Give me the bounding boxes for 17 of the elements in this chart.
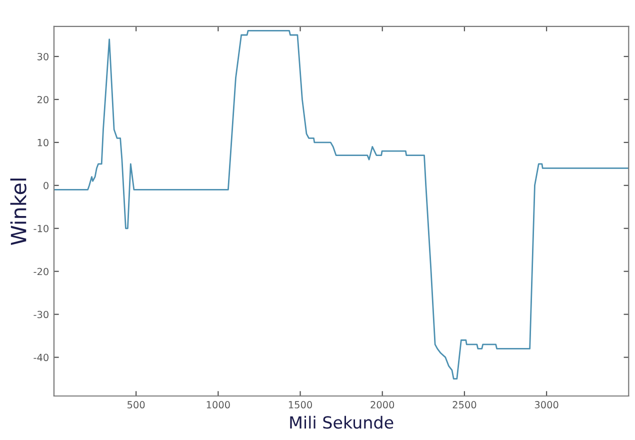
x-tick-label: 1000 <box>206 401 230 408</box>
y-tick-label: 30 <box>37 52 48 60</box>
y-tick-label: -40 <box>34 354 48 362</box>
y-tick-label: -10 <box>34 224 48 232</box>
y-tick-label: 10 <box>38 138 48 146</box>
x-tick-label: 3000 <box>534 401 558 408</box>
x-tick-label: 1500 <box>288 401 312 408</box>
x-axis-title: Mili Sekunde <box>290 416 394 429</box>
x-tick-label: 500 <box>128 401 145 408</box>
y-tick-label: -30 <box>34 310 48 318</box>
x-tick-label: 2000 <box>370 401 394 408</box>
line-series <box>54 30 629 380</box>
y-axis-title: Winkel <box>10 178 26 246</box>
y-tick-label: -20 <box>34 268 48 276</box>
y-tick-label: 20 <box>37 96 48 104</box>
x-tick-label: 2500 <box>452 401 476 408</box>
y-tick-label: 0 <box>44 182 48 190</box>
